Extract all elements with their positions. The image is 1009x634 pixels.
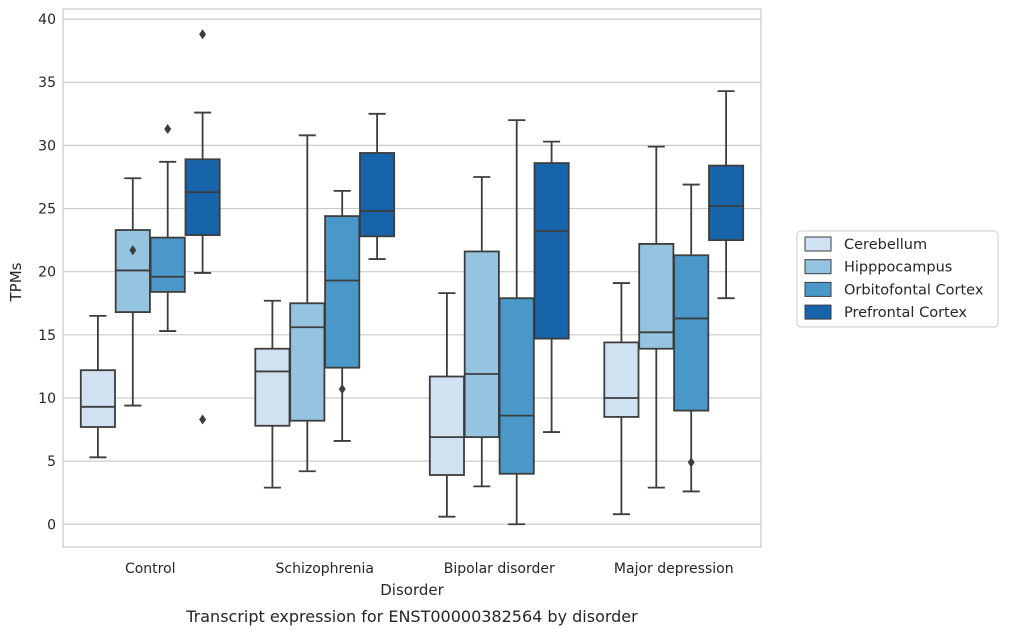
box-group xyxy=(184,29,221,425)
box-group xyxy=(149,123,186,332)
box xyxy=(533,162,570,340)
y-tick-label: 15 xyxy=(38,328,56,344)
outlier-point xyxy=(164,123,172,134)
box xyxy=(463,250,500,439)
box-groups xyxy=(79,29,745,526)
box xyxy=(359,152,396,238)
x-axis-ticks: Control Schizophrenia Bipolar disorder Majo… xyxy=(125,561,734,577)
legend-swatch xyxy=(804,236,832,252)
legend-swatch xyxy=(804,281,832,297)
y-tick-label: 30 xyxy=(38,138,56,154)
y-tick-label: 35 xyxy=(38,75,56,91)
box xyxy=(289,302,326,422)
box xyxy=(184,158,221,236)
box-group xyxy=(324,189,361,442)
legend-label: Hipppocampus xyxy=(844,260,952,276)
box-group xyxy=(254,299,291,489)
legend-label: Orbitofontal Cortex xyxy=(844,282,984,298)
legend-swatch xyxy=(804,259,832,275)
y-tick-label: 20 xyxy=(38,265,56,281)
legend: Cerebellum Hipppocampus Orbitofontal Corte… xyxy=(796,230,999,328)
box xyxy=(673,254,710,412)
legend-label: Cerebellum xyxy=(844,237,927,253)
y-tick-label: 0 xyxy=(47,517,56,533)
plot-frame xyxy=(62,8,762,548)
outlier-point xyxy=(199,414,207,425)
legend-frame xyxy=(796,230,999,328)
y-tick-label: 40 xyxy=(38,12,56,28)
y-tick-label: 10 xyxy=(38,391,56,407)
box-group xyxy=(533,140,570,433)
box xyxy=(254,347,291,427)
x-tick-label: Major depression xyxy=(614,561,734,577)
y-tick-label: 25 xyxy=(38,202,56,218)
box-group xyxy=(498,119,535,526)
x-tick-label: Schizophrenia xyxy=(276,561,374,577)
box xyxy=(428,375,465,476)
box-group xyxy=(79,314,116,459)
box-group xyxy=(428,292,465,518)
outlier-point xyxy=(687,457,695,468)
box xyxy=(603,341,640,418)
legend-label: Prefrontal Cortex xyxy=(844,305,967,321)
box-group xyxy=(708,90,745,300)
box-group xyxy=(289,134,326,473)
box xyxy=(498,297,535,475)
box-group xyxy=(114,177,151,407)
x-tick-label: Control xyxy=(125,561,176,577)
box xyxy=(149,236,186,293)
chart-caption: Transcript expression for ENST0000038256… xyxy=(185,607,638,626)
outlier-point xyxy=(129,245,137,256)
box-group xyxy=(359,112,396,260)
x-tick-label: Bipolar disorder xyxy=(444,561,555,577)
y-axis-ticks: 0 5 10 15 20 25 30 35 40 xyxy=(38,12,56,533)
box xyxy=(324,215,361,369)
box-group xyxy=(638,145,675,489)
box-group xyxy=(463,176,500,488)
y-tick-label: 5 xyxy=(47,454,56,470)
box-group xyxy=(673,183,710,493)
box-group xyxy=(603,282,640,516)
outlier-point xyxy=(199,29,207,40)
legend-swatch xyxy=(804,304,832,320)
box xyxy=(708,164,745,242)
x-axis-label: Disorder xyxy=(380,581,444,599)
y-axis-label: TPMs xyxy=(7,262,25,302)
box xyxy=(79,369,116,428)
outlier-point xyxy=(338,384,346,395)
